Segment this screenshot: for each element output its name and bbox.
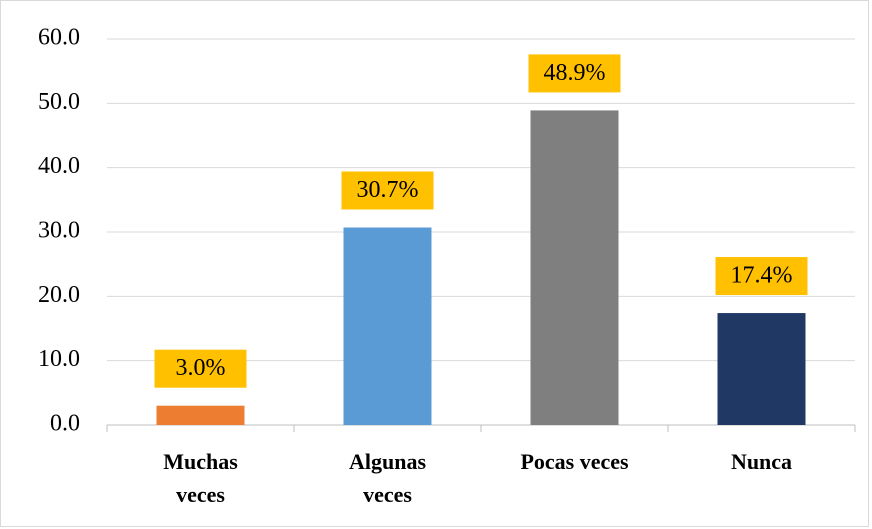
y-tick-label: 60.0 [38, 25, 80, 51]
y-tick-label: 10.0 [38, 346, 80, 372]
bar [156, 405, 245, 425]
x-tick-label: Algunas veces [349, 449, 426, 507]
y-tick-label: 40.0 [38, 153, 80, 179]
value-label: 17.4% [731, 263, 793, 289]
y-tick-label: 20.0 [38, 282, 80, 308]
y-tick-label: 0.0 [50, 411, 80, 437]
value-label-bg [341, 171, 434, 210]
bar [717, 313, 806, 425]
value-label-bg [154, 349, 247, 388]
value-label: 48.9% [544, 60, 606, 86]
bar [530, 110, 619, 425]
y-tick-label: 30.0 [38, 218, 80, 244]
bar [343, 227, 432, 425]
y-tick-label: 50.0 [38, 89, 80, 115]
value-label: 3.0% [176, 355, 226, 381]
value-label-bg [528, 54, 621, 93]
value-label-bg [715, 257, 808, 296]
x-tick-label: Muchas veces [163, 449, 238, 507]
x-tick-label: Pocas veces [520, 449, 629, 474]
x-tick-label: Nunca [731, 449, 792, 474]
value-label: 30.7% [357, 177, 419, 203]
